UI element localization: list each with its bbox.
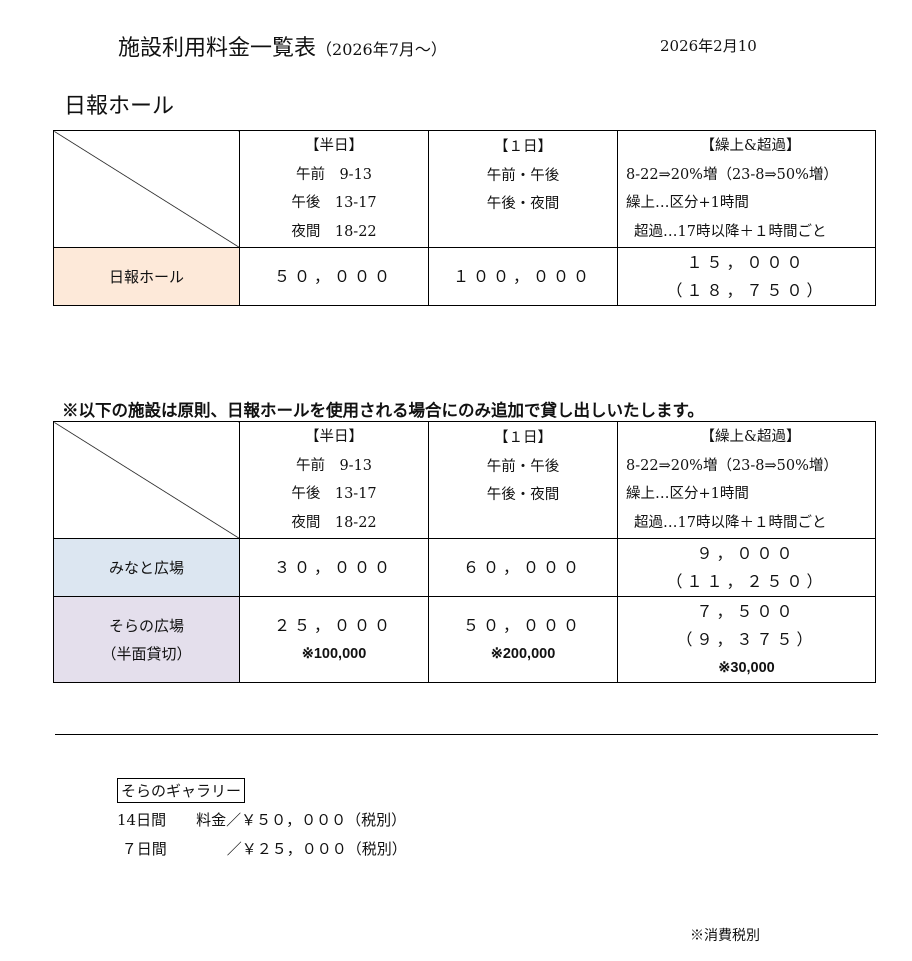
facility-name: 日報ホール xyxy=(53,247,240,306)
plaza-fee-table: 【半日】 午前 9-13 午後 13-17 夜間 18-22 【１日】 午前・午後 午後・… xyxy=(53,421,876,683)
header-row: 【半日】 午前 9-13 午後 13-17 夜間 18-22 【１日】 午前・午後 午後・… xyxy=(53,130,876,248)
section-title: 日報ホール xyxy=(64,94,175,119)
extra-fee: １５，０００ （１８，７５０） xyxy=(617,247,876,306)
hall-fee-table: 【半日】 午前 9-13 午後 13-17 夜間 18-22 【１日】 午前・午後 午後・… xyxy=(53,130,876,306)
half-day-header: 【半日】 午前 9-13 午後 13-17 夜間 18-22 xyxy=(239,130,429,248)
diagonal-cell xyxy=(53,421,240,539)
half-day-fee: ３０，０００ xyxy=(239,538,429,597)
title-text: 施設利用料金一覧表 xyxy=(118,36,317,61)
divider xyxy=(55,734,878,735)
extra-header: 【繰上&超過】 8-22⇒20%増（23-8⇒50%増） 繰上…区分+1時間 超過…1… xyxy=(617,421,876,539)
document-date: 2026年2月10 xyxy=(660,37,757,55)
half-day-fee: ２５，０００ ※100,000 xyxy=(239,596,429,683)
table-row: みなと広場 ３０，０００ ６０，０００ ９，０００ （１１，２５０） xyxy=(53,538,876,597)
tax-footnote: ※消費税別 xyxy=(690,928,760,944)
half-day-header: 【半日】 午前 9-13 午後 13-17 夜間 18-22 xyxy=(239,421,429,539)
header-row: 【半日】 午前 9-13 午後 13-17 夜間 18-22 【１日】 午前・午後 午後・… xyxy=(53,421,876,539)
full-day-header: 【１日】 午前・午後 午後・夜間 xyxy=(428,130,618,248)
extra-header: 【繰上&超過】 8-22⇒20%増（23-8⇒50%増） 繰上…区分+1時間 超過…1… xyxy=(617,130,876,248)
title-suffix: （2026年7月～） xyxy=(316,40,447,59)
table-row: そらの広場 （半面貸切） ２５，０００ ※100,000 ５０，０００ ※200,00… xyxy=(53,596,876,683)
half-day-fee: ５０，０００ xyxy=(239,247,429,306)
extra-fee: ７，５００ （９，３７５） ※30,000 xyxy=(617,596,876,683)
facility-name: そらの広場 （半面貸切） xyxy=(53,596,240,683)
diagonal-cell xyxy=(53,130,240,248)
full-day-fee: １００，０００ xyxy=(428,247,618,306)
full-day-header: 【１日】 午前・午後 午後・夜間 xyxy=(428,421,618,539)
extra-fee: ９，０００ （１１，２５０） xyxy=(617,538,876,597)
full-day-fee: ５０，０００ ※200,000 xyxy=(428,596,618,683)
full-day-fee: ６０，０００ xyxy=(428,538,618,597)
notice-text: ※以下の施設は原則、日報ホールを使用される場合にのみ追加で貸し出しいたします。 xyxy=(62,401,704,420)
gallery-title: そらのギャラリー xyxy=(117,778,246,803)
gallery-fee-7days: ７日間 ／￥２５，０００（税別） xyxy=(117,840,407,858)
gallery-fee-14days: 14日間 料金／￥５０，０００（税別） xyxy=(117,811,407,829)
page-title: 施設利用料金一覧表（2026年7月～） xyxy=(118,30,447,62)
table-row: 日報ホール ５０，０００ １００，０００ １５，０００ （１８，７５０） xyxy=(53,247,876,306)
facility-name: みなと広場 xyxy=(53,538,240,597)
